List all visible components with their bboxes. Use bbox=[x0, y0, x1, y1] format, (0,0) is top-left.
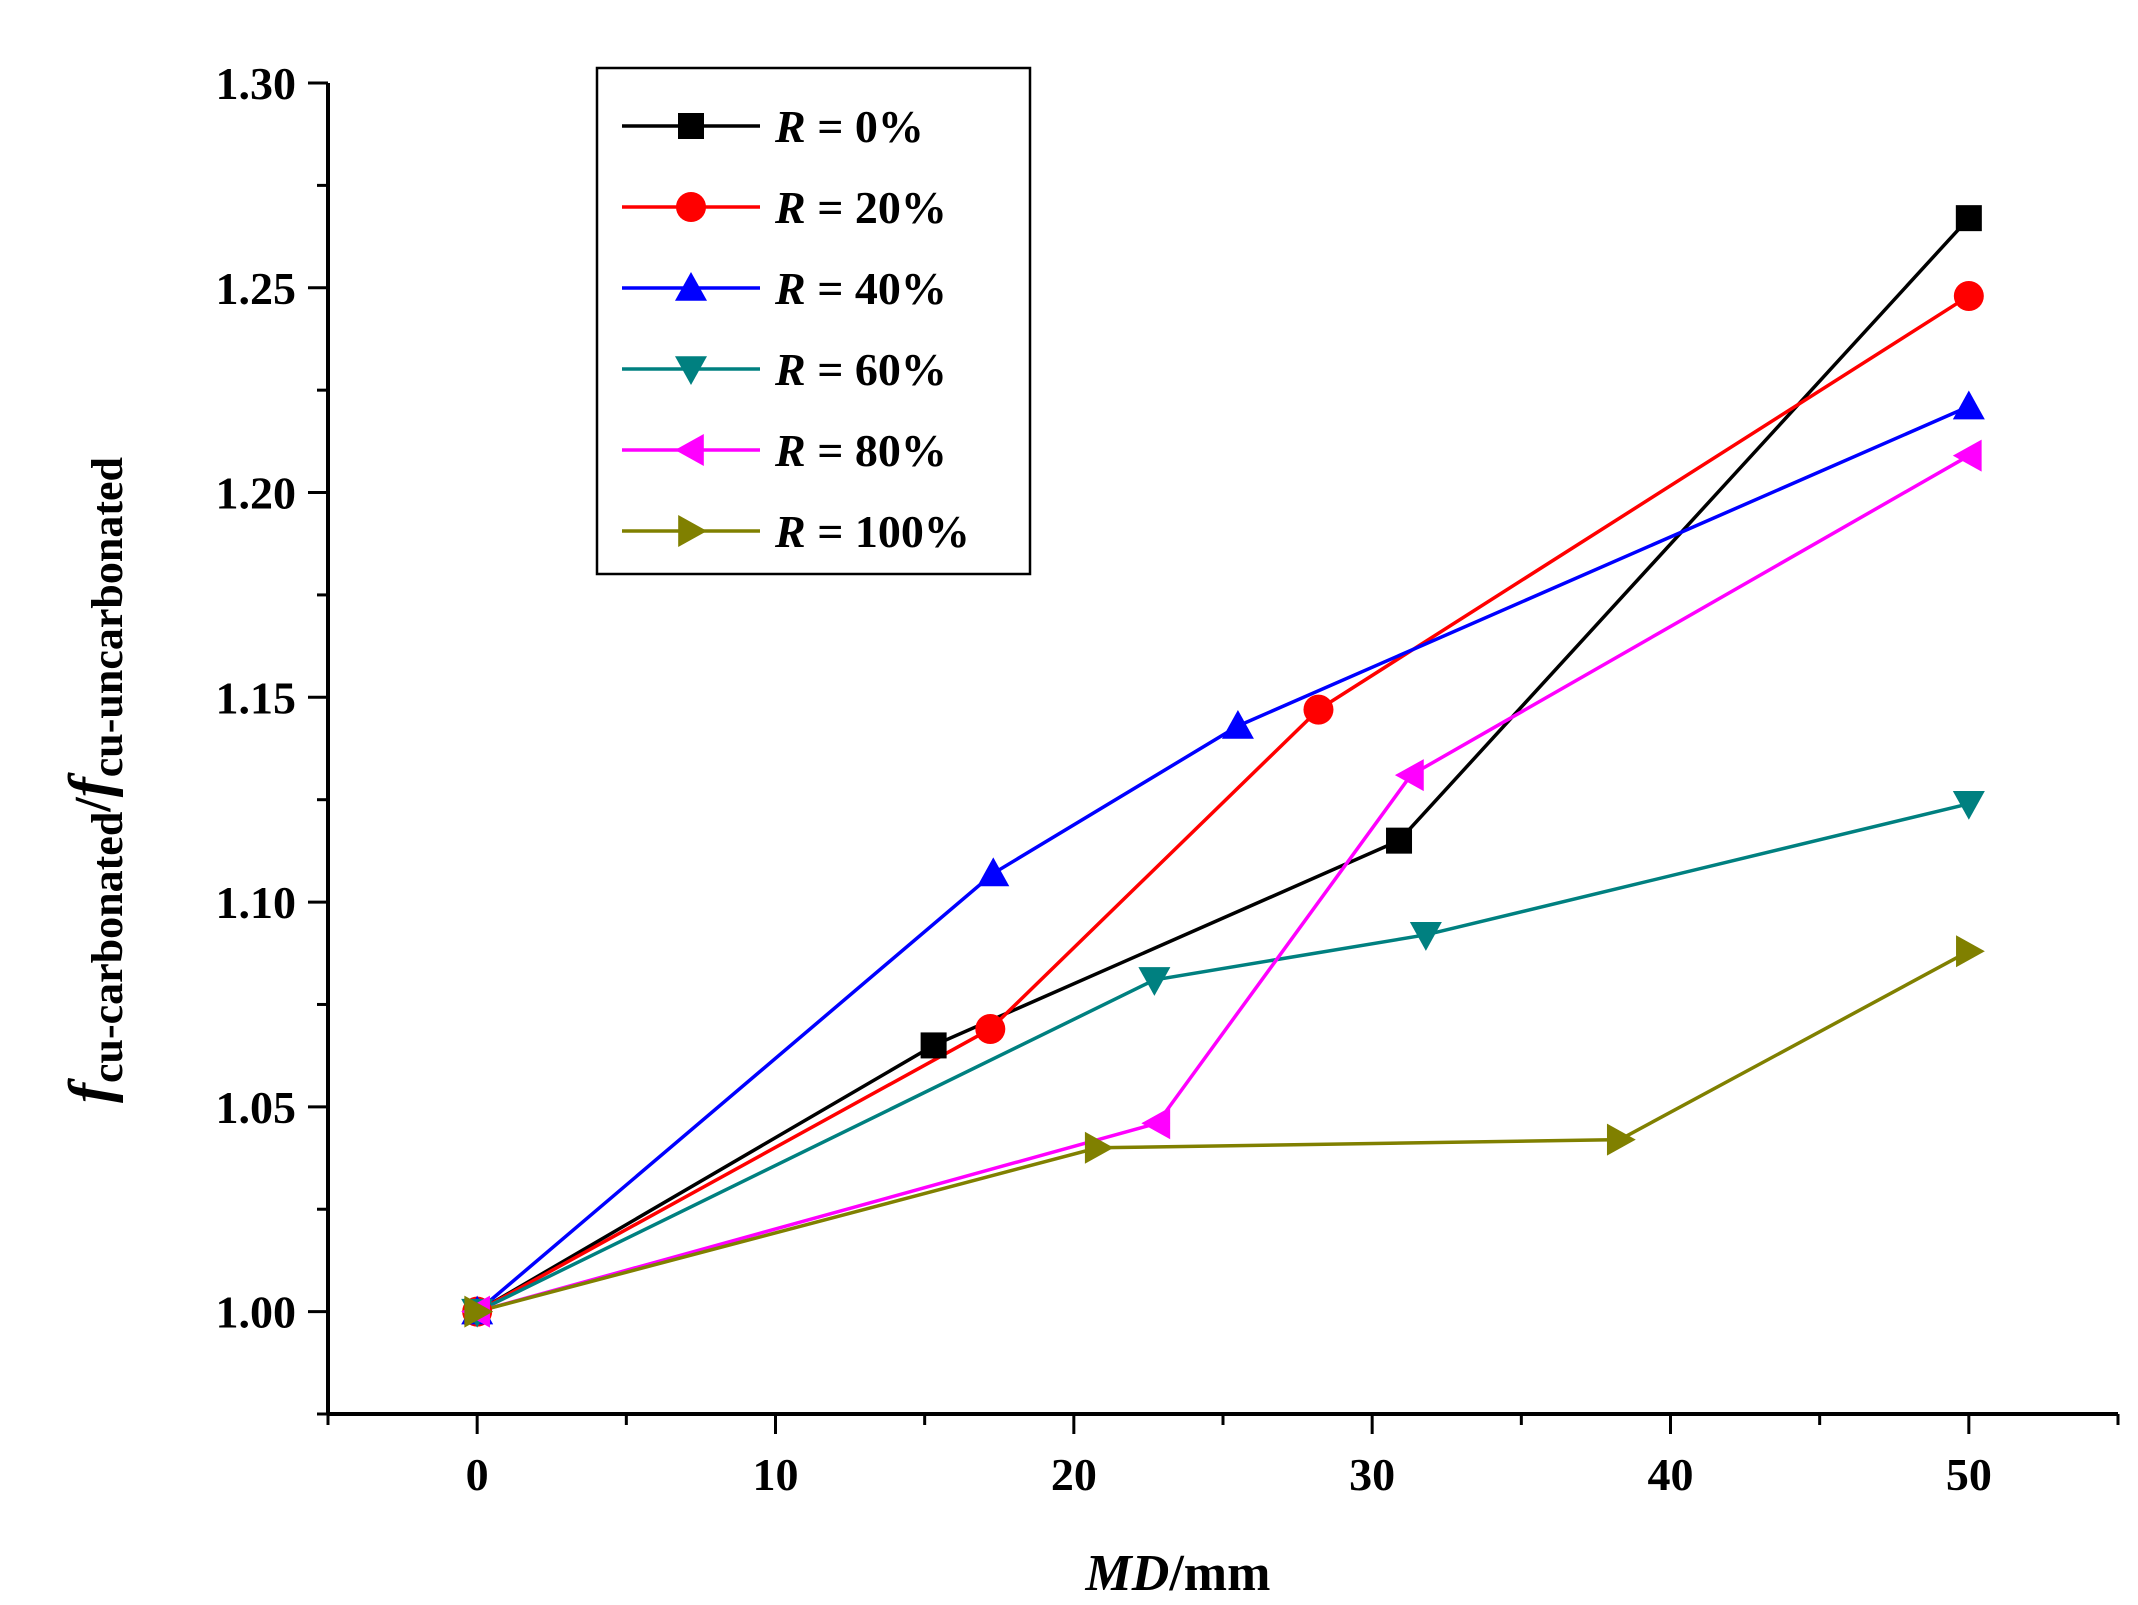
data-point-s5 bbox=[1956, 935, 1985, 968]
x-tick-label: 30 bbox=[1349, 1449, 1395, 1500]
legend-item: R = 60% bbox=[622, 344, 947, 395]
series-markers bbox=[461, 205, 1985, 1328]
legend-marker bbox=[676, 192, 706, 222]
legend-label-rest: = 20% bbox=[806, 182, 947, 233]
legend-label: R = 60% bbox=[774, 344, 947, 395]
y-tick-label: 1.15 bbox=[216, 672, 297, 723]
x-tick-label: 50 bbox=[1946, 1449, 1992, 1500]
legend-label: R = 20% bbox=[774, 182, 947, 233]
data-point-s4 bbox=[1952, 439, 1982, 472]
data-point-s5 bbox=[1606, 1123, 1636, 1156]
data-point-s4 bbox=[1394, 759, 1424, 792]
y-tick-label: 1.20 bbox=[216, 468, 297, 519]
legend-label-var: R bbox=[774, 506, 806, 557]
y-axis-title: fcu-carbonated/fcu-uncarbonated bbox=[57, 457, 132, 1103]
legend-item: R = 20% bbox=[622, 182, 947, 233]
data-point-s1 bbox=[1953, 280, 1984, 311]
legend-box bbox=[595, 66, 1032, 576]
y-tick-label: 1.00 bbox=[216, 1287, 297, 1338]
data-point-s0 bbox=[1386, 827, 1413, 854]
legend-label-var: R bbox=[774, 101, 806, 152]
legend-label-rest: = 0% bbox=[806, 101, 924, 152]
x-axis-title: MD/mm bbox=[1085, 1545, 1271, 1602]
x-tick-label: 10 bbox=[753, 1449, 799, 1500]
legend-label: R = 0% bbox=[774, 101, 924, 152]
legend-item: R = 80% bbox=[622, 425, 947, 476]
legend-label: R = 80% bbox=[774, 425, 947, 476]
legend-label-var: R bbox=[774, 182, 806, 233]
data-point-s3 bbox=[1952, 790, 1985, 820]
series-lines bbox=[476, 216, 1971, 1314]
legend-marker bbox=[675, 272, 707, 301]
x-tick-label: 0 bbox=[466, 1449, 489, 1500]
y-tick-label: 1.05 bbox=[216, 1082, 297, 1133]
legend-marker bbox=[678, 113, 704, 139]
series-line-1 bbox=[476, 294, 1970, 1314]
series-line-5 bbox=[476, 949, 1970, 1314]
legend-item: R = 100% bbox=[622, 506, 970, 557]
data-point-s5 bbox=[1084, 1131, 1114, 1164]
data-point-s5 bbox=[464, 1295, 494, 1328]
plot-frame: 1.00 1.05 1.10 1.15 1.20 1.25 1.30 0 10 20 30 40 50 bbox=[216, 58, 2120, 1500]
data-point-s3 bbox=[1409, 922, 1442, 951]
series-line-3 bbox=[476, 802, 1970, 1314]
x-tick-label: 40 bbox=[1648, 1449, 1694, 1500]
data-point-s2 bbox=[1952, 390, 1985, 420]
series-line-2 bbox=[476, 404, 1970, 1313]
series-line-4 bbox=[476, 454, 1970, 1314]
y-tick-label: 1.10 bbox=[216, 877, 297, 928]
legend-label-var: R bbox=[774, 263, 806, 314]
legend-label-var: R bbox=[774, 425, 806, 476]
data-point-s2 bbox=[977, 857, 1010, 887]
y-axis-title-sub2: cu-uncarbonated bbox=[83, 457, 132, 777]
data-point-s4 bbox=[1141, 1107, 1171, 1140]
data-point-s3 bbox=[1138, 967, 1171, 996]
y-tick-label: 1.25 bbox=[216, 263, 297, 314]
legend-label-rest: = 40% bbox=[806, 263, 947, 314]
legend-marker bbox=[675, 356, 707, 385]
legend-label-var: R bbox=[774, 344, 806, 395]
legend-marker bbox=[678, 515, 707, 547]
data-point-s0 bbox=[920, 1032, 947, 1059]
legend-label-rest: = 100% bbox=[806, 506, 970, 557]
legend-label: R = 100% bbox=[774, 506, 970, 557]
legend-label-rest: = 80% bbox=[806, 425, 947, 476]
data-point-s0 bbox=[1955, 205, 1982, 232]
legend: R = 0%R = 20%R = 40%R = 60%R = 80%R = 10… bbox=[595, 66, 1032, 576]
y-axis-title-sub1: cu-carbonated bbox=[83, 812, 132, 1083]
legend-marker bbox=[675, 434, 704, 466]
legend-label: R = 40% bbox=[774, 263, 947, 314]
x-tick-label: 20 bbox=[1051, 1449, 1097, 1500]
legend-label-rest: = 60% bbox=[806, 344, 947, 395]
data-point-s1 bbox=[975, 1014, 1006, 1045]
y-axis-title-slash: / bbox=[65, 797, 122, 813]
x-axis-title-unit: /mm bbox=[1168, 1545, 1270, 1602]
legend-item: R = 0% bbox=[622, 101, 924, 152]
legend-item: R = 40% bbox=[622, 263, 947, 314]
x-axis-title-italic: MD bbox=[1085, 1545, 1170, 1602]
y-tick-label: 1.30 bbox=[216, 58, 297, 109]
data-point-s1 bbox=[1303, 694, 1334, 725]
data-point-s2 bbox=[1221, 709, 1254, 739]
